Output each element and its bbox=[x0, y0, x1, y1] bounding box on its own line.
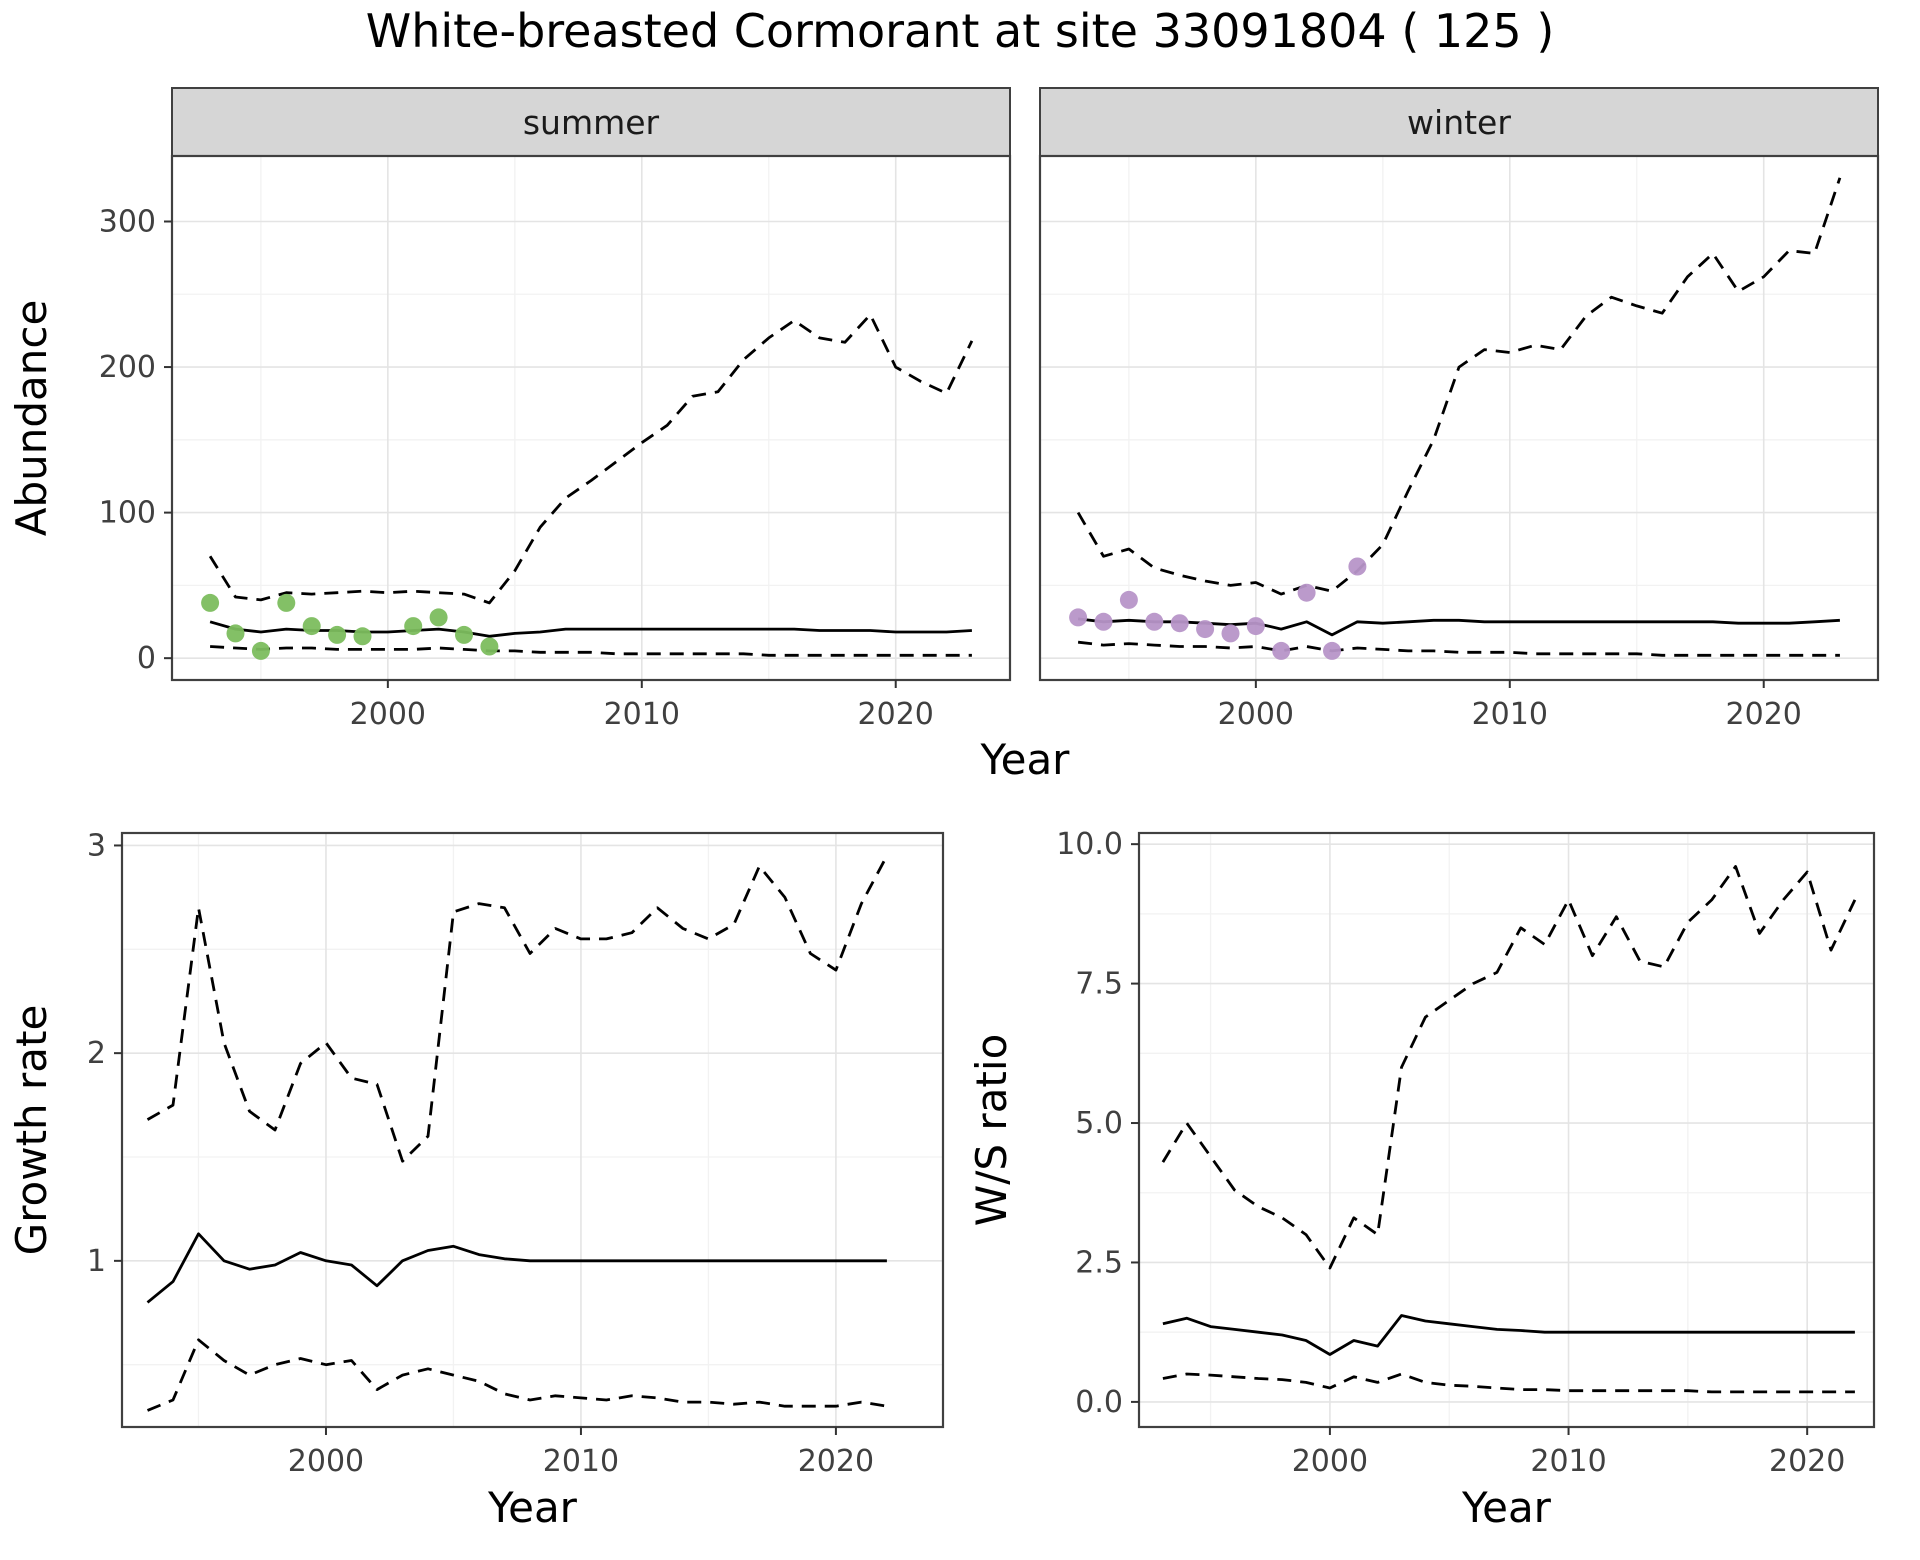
y-tick-label: 2 bbox=[87, 1036, 106, 1071]
panel-border bbox=[120, 831, 945, 1429]
data-point bbox=[1196, 620, 1215, 639]
y-tick-label: 1 bbox=[87, 1244, 106, 1279]
y-tick-label: 300 bbox=[99, 205, 156, 240]
y-tick-label: 200 bbox=[99, 350, 156, 385]
growth-rate-median-line bbox=[146, 1232, 887, 1304]
panel-background bbox=[1040, 156, 1878, 680]
growth-rate-lower-credible-line bbox=[146, 1338, 888, 1412]
growth-rate-upper-credible-line bbox=[146, 855, 889, 1163]
data-point bbox=[404, 617, 423, 636]
data-point bbox=[1272, 641, 1291, 660]
data-point bbox=[353, 627, 372, 646]
data-point bbox=[1145, 612, 1164, 631]
x-tick-label: 2010 bbox=[1472, 697, 1548, 732]
x-axis-title: Year bbox=[980, 735, 1071, 784]
panel-background bbox=[122, 833, 943, 1427]
data-point bbox=[277, 593, 296, 612]
abundance-winter-observed-counts bbox=[1069, 557, 1367, 660]
x-tick-label: 2020 bbox=[1726, 697, 1802, 732]
x-tick-label: 2010 bbox=[1530, 1444, 1606, 1479]
panel-border bbox=[170, 154, 1012, 682]
panel-border bbox=[1038, 154, 1880, 682]
y-tick-label: 0.0 bbox=[1075, 1385, 1123, 1420]
x-tick-label: 2010 bbox=[604, 697, 680, 732]
abundance-winter-panel: 2000 2010 2020 bbox=[1038, 154, 1880, 732]
x-tick-label: 2000 bbox=[1218, 697, 1294, 732]
y-tick-label: 7.5 bbox=[1075, 967, 1123, 1002]
abundance-summer-upper-credible-line bbox=[208, 313, 974, 605]
data-point bbox=[429, 608, 448, 627]
y-tick-label: 10.0 bbox=[1056, 827, 1123, 862]
x-tick-label: 2020 bbox=[858, 697, 934, 732]
abundance-summer-lower-credible-line bbox=[210, 645, 972, 657]
chart-title: White-breasted Cormorant at site 3309180… bbox=[365, 4, 1555, 58]
data-point bbox=[1170, 614, 1189, 633]
ws-ratio-median-line bbox=[1162, 1314, 1855, 1356]
ws-ratio-upper-credible-line bbox=[1161, 865, 1857, 1270]
ws-ratio-chart: 2000 2010 2020 0.0 2.5 5.0 7.5 10.0 Year W/S rati… bbox=[967, 827, 1876, 1532]
abundance-summer-panel: 2000 2010 2020 0 100 200 300 bbox=[99, 154, 1012, 732]
data-point bbox=[455, 625, 473, 644]
y-tick-label: 0 bbox=[137, 641, 156, 676]
data-point bbox=[1348, 557, 1367, 576]
ws-ratio-lower-credible-line bbox=[1162, 1372, 1855, 1394]
x-tick-label: 2020 bbox=[798, 1444, 874, 1479]
y-tick-label: 2.5 bbox=[1075, 1245, 1123, 1280]
x-tick-label: 2010 bbox=[543, 1444, 619, 1479]
ws-ratio-panel: 2000 2010 2020 0.0 2.5 5.0 7.5 10.0 bbox=[1056, 827, 1876, 1479]
data-point bbox=[480, 637, 499, 656]
abundance-summer-observed-counts bbox=[201, 593, 499, 660]
data-point bbox=[328, 625, 347, 644]
data-point bbox=[1094, 612, 1113, 631]
x-tick-label: 2020 bbox=[1769, 1444, 1845, 1479]
data-point bbox=[1221, 624, 1240, 643]
data-point bbox=[1119, 590, 1138, 609]
x-tick-label: 2000 bbox=[350, 697, 426, 732]
abundance-winter-upper-credible-line bbox=[1076, 177, 1842, 596]
data-point bbox=[1297, 583, 1316, 602]
data-point bbox=[226, 624, 245, 643]
y-tick-label: 5.0 bbox=[1075, 1106, 1123, 1141]
facet-strip-label: winter bbox=[1407, 103, 1511, 142]
data-point bbox=[302, 617, 321, 636]
abundance-winter-lower-credible-line bbox=[1077, 640, 1840, 657]
data-point bbox=[201, 593, 220, 612]
x-axis-title: Year bbox=[487, 1483, 578, 1532]
data-point bbox=[1069, 608, 1088, 627]
facet-strip-winter bbox=[1039, 87, 1879, 157]
x-tick-label: 2000 bbox=[288, 1444, 364, 1479]
facet-strip-summer bbox=[171, 87, 1011, 157]
y-axis-title: Growth rate bbox=[7, 1005, 56, 1256]
x-axis-title: Year bbox=[1461, 1483, 1552, 1532]
data-point bbox=[1246, 617, 1265, 636]
panel-border bbox=[1137, 831, 1876, 1429]
y-tick-label: 3 bbox=[87, 828, 106, 863]
growth-rate-panel: 2000 2010 2020 1 2 3 bbox=[87, 828, 945, 1479]
y-axis-title: W/S ratio bbox=[967, 1034, 1016, 1227]
panel-background bbox=[1139, 833, 1874, 1427]
data-point bbox=[251, 641, 270, 660]
growth-rate-chart: 2000 2010 2020 1 2 3 Year Growth rate bbox=[7, 828, 945, 1532]
data-point bbox=[1323, 641, 1341, 660]
y-tick-label: 100 bbox=[99, 496, 156, 531]
y-axis-title: Abundance bbox=[7, 300, 56, 537]
facet-strip-label: summer bbox=[523, 103, 660, 142]
x-tick-label: 2000 bbox=[1292, 1444, 1368, 1479]
panel-background bbox=[172, 156, 1010, 680]
